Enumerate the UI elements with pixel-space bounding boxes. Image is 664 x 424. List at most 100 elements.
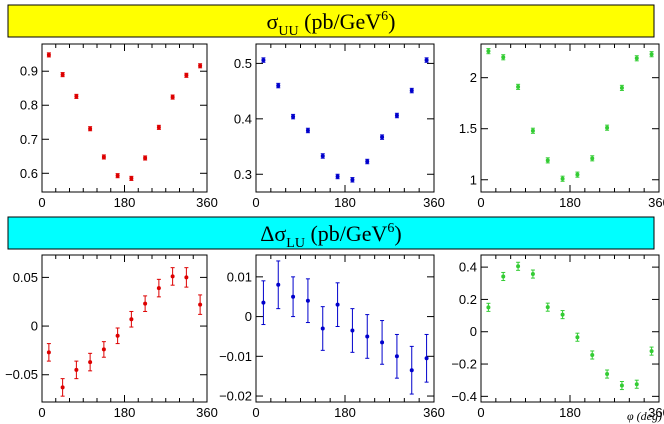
data-point xyxy=(335,282,340,328)
data-marker xyxy=(365,159,370,164)
x-tick-label: 360 xyxy=(648,405,664,420)
chart-panel-0: 0 180 360 0.6 0.7 0.8 0.9 xyxy=(20,43,218,210)
data-point xyxy=(380,134,385,140)
data-point xyxy=(486,302,491,312)
data-point xyxy=(545,302,550,312)
banner-delta-sigma-lu: ΔσLU (pb/GeV6) xyxy=(7,216,655,251)
banner-delta-sigma-lu-label: ΔσLU (pb/GeV6) xyxy=(260,221,402,251)
data-marker xyxy=(46,52,51,57)
data-marker xyxy=(530,128,535,133)
data-point xyxy=(394,112,399,119)
data-point xyxy=(350,177,355,183)
plot-grid: 0 180 360 0.6 0.7 0.8 0.9 0 180 360 0.3 0.4 0.5 0 180 3… xyxy=(5,43,664,420)
x-tick-label: 0 xyxy=(252,195,259,210)
plot-frame xyxy=(255,43,435,193)
data-point xyxy=(156,124,161,130)
data-point xyxy=(486,48,491,55)
data-point xyxy=(46,343,51,362)
data-marker xyxy=(605,372,610,377)
data-marker xyxy=(184,275,189,280)
data-point xyxy=(88,352,93,372)
data-marker xyxy=(305,298,310,303)
data-point xyxy=(619,380,624,391)
data-marker xyxy=(291,114,296,119)
y-tick-label: −0.2 xyxy=(451,357,477,372)
data-point xyxy=(101,341,106,358)
data-point xyxy=(129,310,134,328)
data-marker xyxy=(115,173,120,178)
data-marker xyxy=(88,360,93,365)
x-tick-label: 180 xyxy=(114,405,136,420)
data-marker xyxy=(560,312,565,317)
chart-panel-4: 0 180 360 −0.02 −0.01 0 0.01 xyxy=(219,254,445,420)
data-point xyxy=(129,175,134,181)
data-point xyxy=(184,267,189,288)
data-marker xyxy=(350,328,355,333)
data-marker xyxy=(74,94,79,99)
data-marker xyxy=(170,95,175,100)
data-point xyxy=(198,63,203,69)
y-tick-label: 2 xyxy=(470,70,477,85)
data-point xyxy=(634,55,639,62)
data-marker xyxy=(619,85,624,90)
y-tick-label: 0 xyxy=(470,324,477,339)
data-point xyxy=(74,360,79,380)
y-tick-label: 0 xyxy=(245,309,252,324)
chart-panel-1: 0 180 360 0.3 0.4 0.5 xyxy=(234,43,445,210)
data-marker xyxy=(261,300,266,305)
data-marker xyxy=(516,84,521,89)
data-point xyxy=(305,127,310,134)
x-tick-label: 0 xyxy=(477,195,484,210)
data-marker xyxy=(320,153,325,158)
y-tick-label: 0.4 xyxy=(234,111,252,126)
banner-sigma-uu: σUU (pb/GeV6) xyxy=(7,4,655,39)
y-tick-label: 0.05 xyxy=(13,270,38,285)
data-marker xyxy=(276,282,281,287)
x-tick-label: 360 xyxy=(196,195,218,210)
x-tick-label: 180 xyxy=(559,195,581,210)
x-tick-label: 180 xyxy=(334,405,356,420)
data-point xyxy=(575,332,580,342)
data-point xyxy=(276,260,281,310)
data-marker xyxy=(649,349,654,354)
y-tick-label: 1 xyxy=(470,172,477,187)
data-point xyxy=(516,83,521,90)
banner-delta-sigma-lu-box xyxy=(7,216,655,250)
data-point xyxy=(291,276,296,318)
data-marker xyxy=(305,128,310,133)
data-point xyxy=(143,295,148,312)
data-point xyxy=(409,87,414,94)
data-point xyxy=(320,306,325,351)
plot-frame xyxy=(41,254,208,403)
data-point xyxy=(115,327,120,345)
data-point xyxy=(170,94,175,100)
data-point xyxy=(291,113,296,120)
data-marker xyxy=(143,155,148,160)
data-point xyxy=(619,84,624,91)
x-tick-label: 180 xyxy=(114,195,136,210)
data-marker xyxy=(486,49,491,54)
data-point xyxy=(261,280,266,326)
data-marker xyxy=(350,177,355,182)
data-point xyxy=(320,153,325,159)
data-marker xyxy=(320,326,325,331)
x-tick-label: 360 xyxy=(196,405,218,420)
data-point xyxy=(634,379,639,389)
data-marker xyxy=(560,176,565,181)
data-point xyxy=(545,157,550,164)
y-tick-label: 0.6 xyxy=(20,166,38,181)
data-marker xyxy=(424,58,429,63)
y-tick-label: 0.9 xyxy=(20,64,38,79)
plot-frame xyxy=(255,254,435,403)
data-marker xyxy=(184,73,189,78)
x-tick-label: 360 xyxy=(423,405,445,420)
chart-panel-3: 0 180 360 −0.05 0 0.05 xyxy=(5,254,218,420)
data-marker xyxy=(143,301,148,306)
data-marker xyxy=(46,350,51,355)
data-point xyxy=(60,72,65,78)
data-marker xyxy=(409,88,414,93)
y-tick-label: 0.2 xyxy=(459,292,477,307)
data-point xyxy=(590,155,595,162)
data-marker xyxy=(170,274,175,279)
